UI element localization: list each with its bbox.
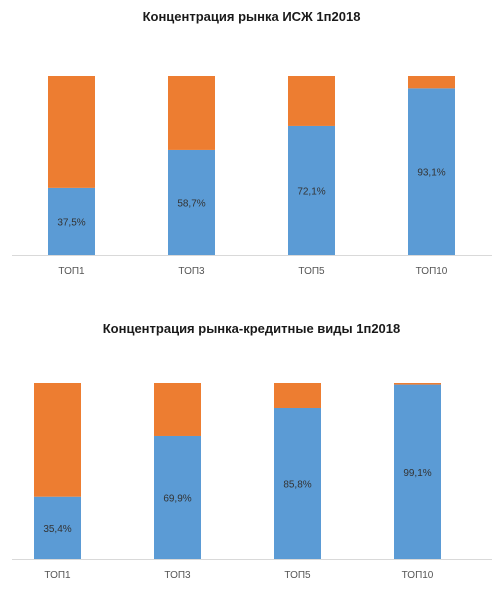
chart-title-1: Концентрация рынка ИСЖ 1п2018	[142, 9, 361, 24]
bar-share-ТОП1	[34, 496, 81, 559]
bar-share-ТОП3	[168, 149, 215, 255]
bar-share-ТОП10	[394, 384, 441, 559]
data-label-ТОП1: 37,5%	[57, 217, 85, 228]
bar-share-ТОП1	[48, 187, 95, 255]
tick-label-ТОП1: ТОП1	[58, 266, 85, 277]
bar-share-ТОП5	[274, 407, 321, 559]
tick-label-ТОП10: ТОП10	[402, 570, 434, 581]
data-label-ТОП3: 58,7%	[177, 198, 205, 209]
tick-label-ТОП3: ТОП3	[178, 266, 205, 277]
data-label-ТОП10: 93,1%	[417, 168, 445, 179]
bar-rest-ТОП5	[288, 76, 335, 126]
bar-rest-ТОП3	[154, 383, 201, 436]
bar-rest-ТОП10	[394, 383, 441, 385]
bar-share-ТОП5	[288, 125, 335, 255]
data-label-ТОП1: 35,4%	[43, 524, 71, 535]
bar-rest-ТОП5	[274, 383, 321, 408]
bar-share-ТОП10	[408, 88, 455, 255]
bar-rest-ТОП1	[34, 383, 81, 497]
bar-rest-ТОП3	[168, 76, 215, 150]
data-label-ТОП3: 69,9%	[163, 493, 191, 504]
bar-rest-ТОП1	[48, 76, 95, 188]
tick-label-ТОП5: ТОП5	[284, 570, 311, 581]
bar-share-ТОП3	[154, 435, 201, 559]
data-label-ТОП5: 85,8%	[283, 479, 311, 490]
chart-isz: 37,5% ТОП1 58,7% ТОП3 72,1% ТОП5 93,1% ТОП10	[12, 76, 492, 277]
tick-label-ТОП10: ТОП10	[416, 266, 448, 277]
data-label-ТОП10: 99,1%	[403, 468, 431, 479]
tick-label-ТОП3: ТОП3	[164, 570, 191, 581]
tick-label-ТОП5: ТОП5	[298, 266, 325, 277]
tick-label-ТОП1: ТОП1	[44, 570, 71, 581]
data-label-ТОП5: 72,1%	[297, 186, 325, 197]
bar-rest-ТОП10	[408, 76, 455, 89]
chart-title-2: Концентрация рынка-кредитные виды 1п2018	[102, 321, 401, 336]
